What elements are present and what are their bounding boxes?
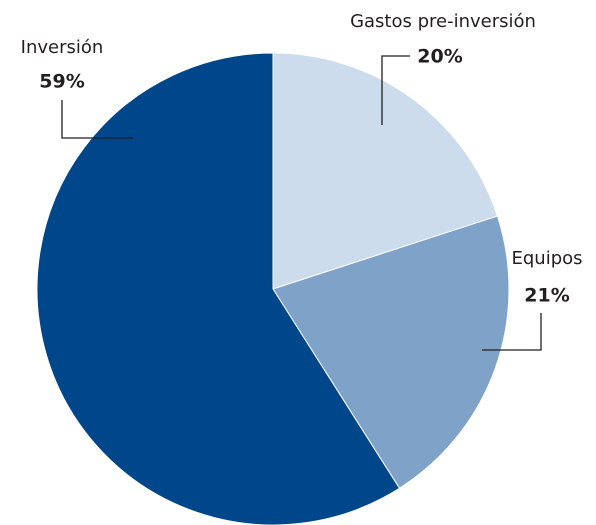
leader-line: [482, 313, 542, 351]
leader-line: [381, 55, 410, 125]
pie-slice: [272, 215, 510, 489]
slice-label: Gastos pre-inversión: [350, 11, 536, 32]
slice-label: Inversión: [21, 37, 104, 58]
value-label: 21%: [524, 285, 569, 307]
slice-label: Equipos: [511, 248, 582, 269]
value-label: 59%: [39, 71, 84, 93]
value-label: 20%: [417, 46, 462, 68]
leader-line: [61, 100, 133, 139]
pie: [36, 52, 510, 525]
pie-slice: [272, 52, 499, 290]
